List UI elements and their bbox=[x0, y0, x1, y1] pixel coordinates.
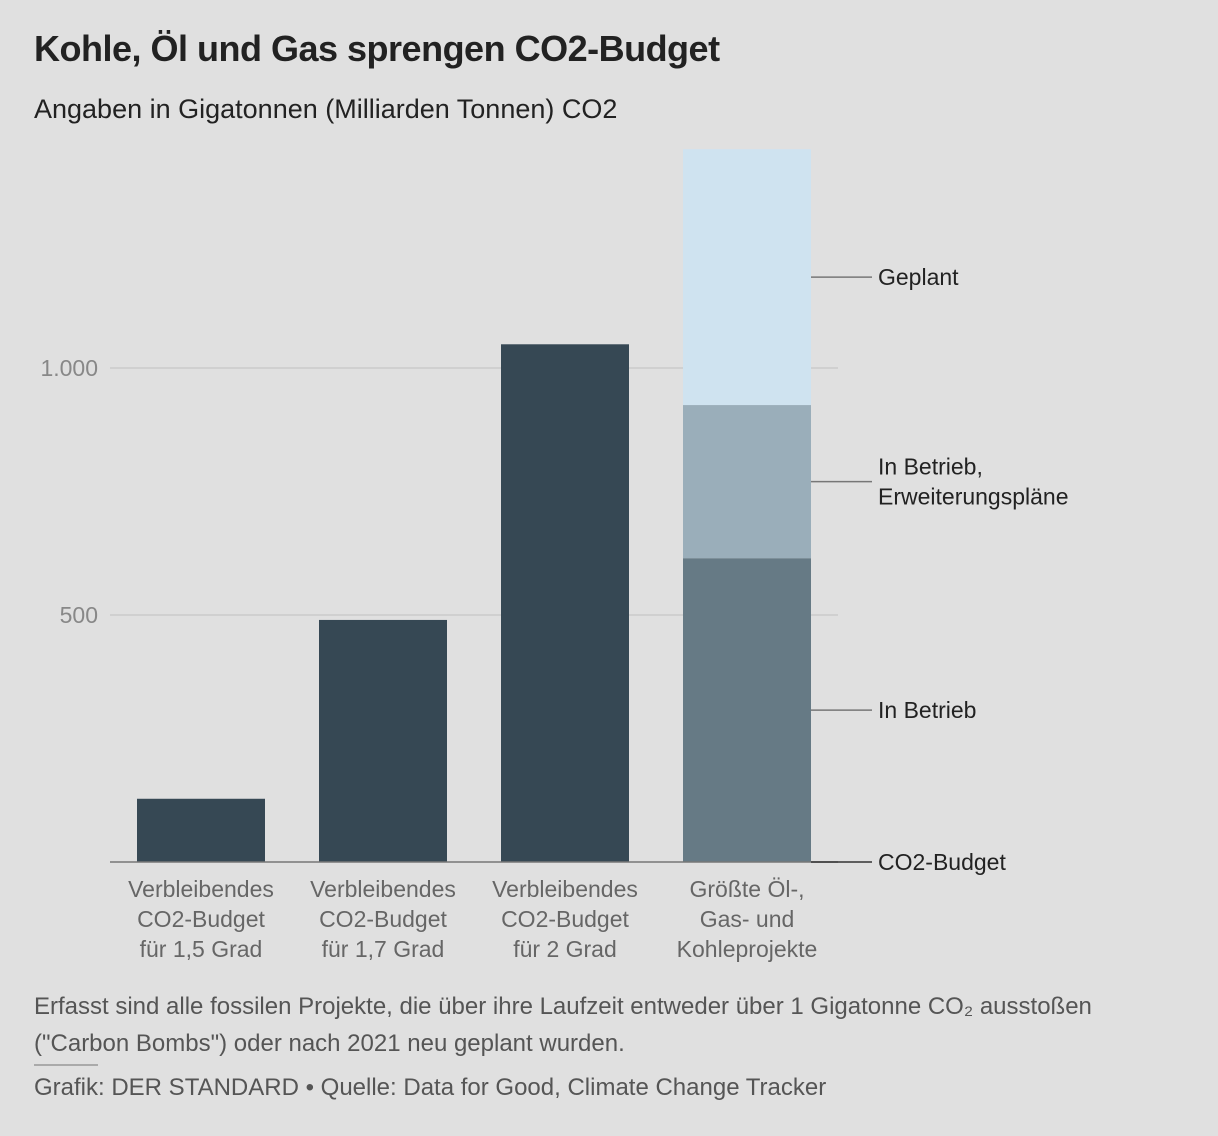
series-label-line: Geplant bbox=[878, 264, 959, 290]
series-label: In Betrieb bbox=[878, 697, 976, 723]
x-tick-label-line: CO2-Budget bbox=[319, 906, 447, 932]
series-label: Geplant bbox=[878, 264, 959, 290]
chart-title: Kohle, Öl und Gas sprengen CO2-Budget bbox=[34, 28, 720, 69]
bar-segment bbox=[683, 149, 811, 406]
bar-segment bbox=[501, 344, 629, 863]
series-label: CO2-Budget bbox=[878, 849, 1006, 875]
x-tick-label: Größte Öl-, Gas- und Kohleprojekte bbox=[657, 874, 837, 964]
x-tick-label-line: Verbleibendes bbox=[492, 876, 638, 902]
x-tick-label-line: Verbleibendes bbox=[310, 876, 456, 902]
x-tick-label-line: Größte Öl-, bbox=[689, 876, 805, 902]
bar-chart: 500 1.000 CO2-Budget In Betrieb In Betrieb, E… bbox=[40, 149, 1069, 875]
chart-subtitle: Angaben in Gigatonnen (Milliarden Tonnen… bbox=[34, 94, 618, 124]
x-tick-label-line: CO2-Budget bbox=[137, 906, 265, 932]
series-label-line: Erweiterungspläne bbox=[878, 484, 1069, 510]
x-tick-label: Verbleibendes CO2-Budget für 2 Grad bbox=[475, 874, 655, 964]
series-label-line: CO2-Budget bbox=[878, 849, 1006, 875]
y-tick-label: 500 bbox=[60, 602, 98, 628]
divider bbox=[34, 1064, 98, 1066]
x-tick-label-line: Gas- und bbox=[699, 906, 795, 932]
series-label-line: In Betrieb, bbox=[878, 454, 983, 480]
x-tick-label: Verbleibendes CO2-Budget für 1,5 Grad bbox=[111, 874, 291, 964]
x-tick-label-line: Kohleprojekte bbox=[676, 936, 818, 962]
footnote: Erfasst sind alle fossilen Projekte, die… bbox=[34, 993, 1092, 1057]
bar-segment bbox=[137, 798, 265, 862]
bar-segment bbox=[683, 558, 811, 862]
bar-segment bbox=[683, 405, 811, 559]
x-tick-label-line: CO2-Budget bbox=[501, 906, 629, 932]
bar-segment bbox=[319, 619, 447, 862]
series-label-line: In Betrieb bbox=[878, 697, 976, 723]
x-tick-label-line: Verbleibendes bbox=[128, 876, 274, 902]
source-credit: Grafik: DER STANDARD • Quelle: Data for … bbox=[34, 1074, 827, 1101]
x-tick-label-line: für 1,5 Grad bbox=[139, 936, 263, 962]
x-tick-label-line: für 1,7 Grad bbox=[321, 936, 445, 962]
series-label: In Betrieb, Erweiterungspläne bbox=[878, 454, 1069, 510]
x-tick-label: Verbleibendes CO2-Budget für 1,7 Grad bbox=[293, 874, 473, 964]
x-tick-label-line: für 2 Grad bbox=[513, 936, 617, 962]
y-tick-label: 1.000 bbox=[40, 355, 98, 381]
